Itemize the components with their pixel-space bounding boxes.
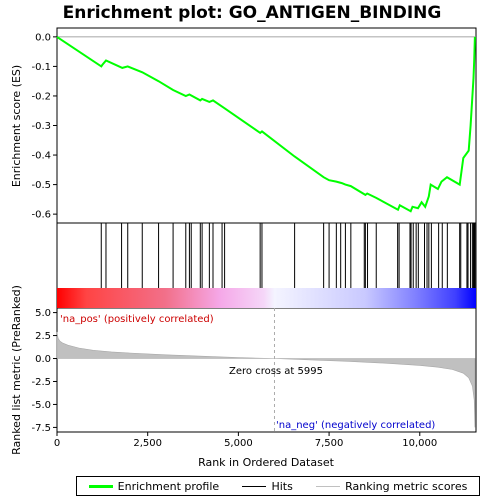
es-y-tick-label: -0.3	[31, 121, 51, 132]
metric-y-tick-label: -7.5	[31, 423, 51, 434]
metric-y-tick-label: -5.0	[31, 400, 51, 411]
metric-panel-frame	[56, 307, 477, 433]
es-y-tick-label: 0.0	[35, 32, 51, 43]
es-y-axis: 0.0 -0.1 -0.2 -0.3 -0.4 -0.5 -0.6	[31, 32, 57, 221]
neg-correlated-label: 'na_neg' (negatively correlated)	[276, 420, 435, 431]
es-y-tick-label: -0.6	[31, 210, 51, 221]
legend-swatch-hits	[242, 485, 267, 487]
metric-y-tick-label: 5.0	[35, 308, 51, 319]
legend-label-profile: Enrichment profile	[117, 479, 220, 493]
ranking-metric-area	[56, 308, 476, 432]
legend-label-metric: Ranking metric scores	[345, 479, 468, 493]
x-axis: 0 2,500 5,000 7,500 10,000	[54, 432, 437, 449]
metric-y-axis: 5.0 2.5 0.0 -2.5 -5.0 -7.5	[31, 308, 57, 434]
x-tick-label: 5,000	[224, 438, 253, 449]
es-y-tick-label: -0.4	[31, 151, 51, 162]
legend-item-hits: Hits	[242, 479, 293, 493]
es-y-tick-label: -0.1	[31, 62, 51, 73]
metric-y-axis-label: Ranked list metric (PreRanked)	[10, 285, 23, 455]
zero-cross-label: Zero cross at 5995	[229, 366, 323, 377]
enrichment-profile-line	[56, 36, 476, 213]
es-y-tick-label: -0.5	[31, 180, 51, 191]
es-panel-frame	[56, 27, 477, 224]
es-y-axis-label: Enrichment score (ES)	[10, 65, 23, 187]
rank-color-bar-rect	[57, 288, 476, 308]
x-tick-label: 7,500	[315, 438, 344, 449]
x-axis-label: Rank in Ordered Dataset	[198, 456, 335, 469]
x-tick-label: 10,000	[402, 438, 437, 449]
metric-y-tick-label: -2.5	[31, 377, 51, 388]
x-tick-label: 0	[54, 438, 60, 449]
legend-label-hits: Hits	[271, 479, 293, 493]
rank-color-bar	[57, 288, 476, 308]
pos-correlated-label: 'na_pos' (positively correlated)	[60, 314, 214, 325]
legend-item-profile: Enrichment profile	[88, 479, 220, 493]
legend-swatch-profile	[88, 484, 113, 488]
legend: Enrichment profile Hits Ranking metric s…	[76, 476, 480, 496]
metric-y-tick-label: 2.5	[35, 331, 51, 342]
metric-y-tick-label: 0.0	[35, 354, 51, 365]
chart-title: Enrichment plot: GO_ANTIGEN_BINDING	[63, 3, 442, 23]
legend-swatch-metric	[316, 485, 341, 487]
x-tick-label: 2,500	[133, 438, 162, 449]
enrichment-profile	[56, 36, 476, 213]
es-y-tick-label: -0.2	[31, 91, 51, 102]
legend-item-metric: Ranking metric scores	[316, 480, 467, 493]
hit-markers	[100, 223, 476, 288]
